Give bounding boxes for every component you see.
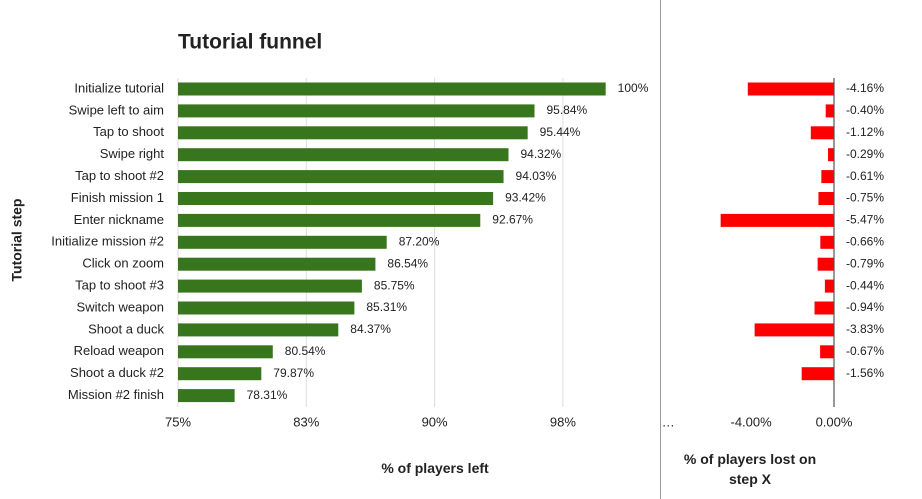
bar [825, 104, 834, 118]
y-tick-label: Shoot a duck #2 [70, 365, 164, 380]
data-label: -0.66% [846, 234, 884, 248]
bar [178, 301, 355, 315]
data-label: 100% [618, 81, 649, 95]
bar [178, 82, 606, 96]
data-label: 93.42% [505, 191, 546, 205]
data-label: 79.87% [273, 366, 314, 380]
data-label: 87.20% [399, 234, 440, 248]
y-tick-label: Swipe right [100, 146, 165, 161]
bar [178, 213, 481, 227]
data-label: 95.44% [540, 125, 581, 139]
x-axis-label: % of players left [381, 460, 489, 476]
bar [178, 235, 387, 249]
data-label: -3.83% [846, 322, 884, 336]
data-label: -0.67% [846, 344, 884, 358]
data-label: -0.40% [846, 103, 884, 117]
x-tick-label: 90% [422, 414, 448, 429]
bar [178, 367, 262, 381]
bar [178, 148, 509, 162]
data-label: -0.79% [846, 256, 884, 270]
bar [801, 367, 834, 381]
data-label: -4.16% [846, 81, 884, 95]
bar [820, 345, 834, 359]
data-label: -0.44% [846, 278, 884, 292]
data-label: 84.37% [350, 322, 391, 336]
data-label: 86.54% [387, 256, 428, 270]
bar [754, 323, 834, 337]
data-label: 80.54% [285, 344, 326, 358]
bar [818, 192, 834, 205]
bar [820, 235, 834, 249]
x-tick-label: -4.00% [731, 414, 773, 429]
x-tick-label: 0.00% [816, 414, 853, 429]
data-label: -1.12% [846, 125, 884, 139]
y-tick-label: Tap to shoot [93, 124, 164, 139]
bar [810, 126, 834, 140]
bar [814, 301, 834, 315]
data-label: 94.32% [521, 147, 562, 161]
y-tick-label: Initialize tutorial [74, 80, 164, 95]
y-tick-label: Swipe left to aim [69, 102, 164, 117]
y-axis-label: Tutorial step [9, 199, 25, 282]
y-tick-label: Mission #2 finish [68, 387, 164, 402]
data-label: 85.31% [366, 300, 407, 314]
data-label: -0.61% [846, 169, 884, 183]
bar [720, 213, 834, 227]
y-tick-label: Enter nickname [74, 212, 164, 227]
bar [178, 126, 528, 140]
data-label: -0.94% [846, 300, 884, 314]
bar [824, 279, 834, 293]
bar [178, 257, 376, 271]
data-label: 85.75% [374, 278, 415, 292]
y-tick-label: Shoot a duck [88, 321, 164, 336]
data-label: -0.29% [846, 147, 884, 161]
bar [817, 257, 834, 271]
data-label: -0.75% [846, 191, 884, 205]
x-axis-label: % of players lost on step X [683, 451, 817, 487]
bar [747, 82, 834, 96]
y-tick-label: Click on zoom [82, 256, 164, 271]
y-tick-label: Initialize mission #2 [51, 234, 164, 249]
y-tick-label: Switch weapon [77, 299, 164, 314]
bar [178, 170, 504, 184]
y-tick-label: Finish mission 1 [71, 190, 164, 205]
data-label: 94.03% [516, 169, 557, 183]
data-label: -1.56% [846, 366, 884, 380]
chart-title: Tutorial funnel [178, 31, 322, 54]
bar [178, 192, 494, 205]
data-label: 95.84% [547, 103, 588, 117]
y-tick-label: Reload weapon [74, 343, 164, 358]
data-label: 78.31% [247, 388, 288, 402]
y-tick-label: Tap to shoot #2 [75, 168, 164, 183]
bar [178, 345, 273, 359]
bar [821, 170, 834, 184]
bar [178, 323, 339, 337]
x-tick-label: … [662, 414, 675, 429]
x-tick-label: 83% [293, 414, 319, 429]
data-label: -5.47% [846, 213, 884, 227]
bar [827, 148, 834, 162]
bar [178, 389, 235, 403]
data-label: 92.67% [492, 213, 533, 227]
x-tick-label: 75% [165, 414, 191, 429]
y-tick-label: Tap to shoot #3 [75, 278, 164, 293]
bar [178, 279, 362, 293]
bar [178, 104, 535, 118]
x-tick-label: 98% [550, 414, 576, 429]
